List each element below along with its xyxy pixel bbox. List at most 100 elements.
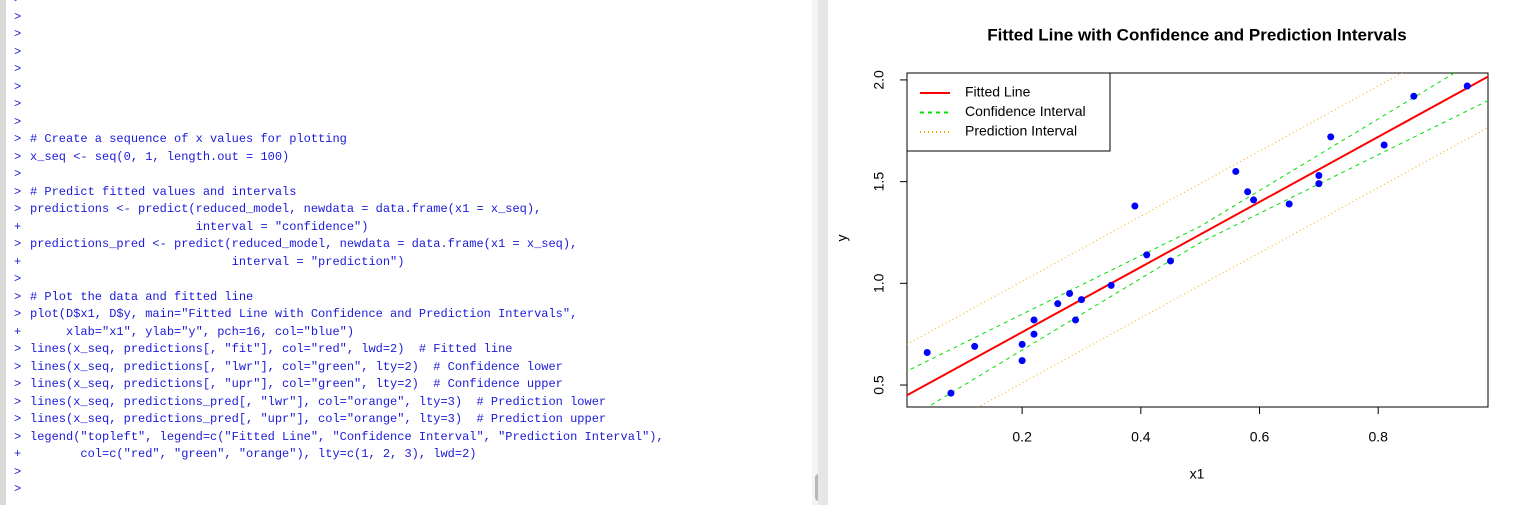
- data-point: [1327, 133, 1335, 141]
- scrollbar[interactable]: [812, 0, 818, 505]
- prompt: >: [14, 377, 22, 391]
- interval-line: [926, 100, 1488, 407]
- data-point: [1166, 257, 1174, 265]
- data-point: [923, 348, 931, 356]
- prompt: +: [14, 219, 22, 234]
- console-line: >: [14, 44, 30, 61]
- console-line: > predictions <- predict(reduced_model, n…: [14, 201, 541, 218]
- data-point: [1054, 300, 1062, 308]
- data-point: [1030, 316, 1038, 324]
- console-line: >: [14, 96, 30, 113]
- console-line: > # Predict fitted values and intervals: [14, 184, 296, 201]
- console-line: + interval = "confidence"): [14, 219, 368, 236]
- data-point: [1030, 330, 1038, 338]
- code: interval = "prediction"): [30, 254, 405, 269]
- prompt: >: [14, 9, 22, 24]
- interval-line: [907, 73, 1403, 346]
- data-point: [1250, 196, 1258, 204]
- console-line: >: [14, 166, 30, 183]
- y-tick-label: 1.0: [871, 273, 887, 293]
- console-line: >: [14, 61, 30, 78]
- console-line: >: [14, 0, 30, 8]
- data-point: [1315, 180, 1323, 188]
- console-line: >: [14, 464, 30, 481]
- code: col=c("red", "green", "orange"), lty=c(1…: [30, 447, 477, 461]
- plot-area: [907, 73, 1488, 407]
- code: # Create a sequence of x values for plot…: [30, 132, 347, 146]
- prompt: >: [14, 394, 22, 409]
- prompt: >: [14, 482, 22, 496]
- data-point: [1077, 296, 1085, 304]
- y-axis-label: y: [834, 235, 850, 242]
- prompt: +: [14, 447, 22, 461]
- data-point: [971, 342, 979, 350]
- data-point: [1232, 167, 1240, 175]
- console-line: > # Create a sequence of x values for plo…: [14, 131, 347, 148]
- prompt: >: [14, 132, 22, 146]
- console-line: > x_seq <- seq(0, 1, length.out = 100): [14, 149, 289, 166]
- prompt: >: [14, 202, 22, 216]
- prompt: >: [14, 272, 22, 286]
- code: xlab="x1", ylab="y", pch=16, col="blue"): [30, 324, 355, 339]
- y-tick-label: 0.5: [871, 375, 887, 395]
- console-line: >: [14, 9, 30, 26]
- code: lines(x_seq, predictions[, "fit"], col="…: [30, 342, 513, 356]
- data-point: [1315, 172, 1323, 180]
- prompt: >: [14, 307, 22, 321]
- data-point: [1018, 340, 1026, 348]
- code: plot(D$x1, D$y, main="Fitted Line with C…: [30, 307, 578, 321]
- code: # Predict fitted values and intervals: [30, 184, 297, 199]
- prompt: >: [14, 412, 22, 426]
- prompt: >: [14, 27, 22, 41]
- data-point: [1463, 82, 1471, 90]
- console-line: > predictions_pred <- predict(reduced_mod…: [14, 236, 577, 253]
- console-line: > lines(x_seq, predictions[, "fit"], col=…: [14, 341, 512, 358]
- plot-box: [906, 72, 1489, 408]
- console-line: >: [14, 481, 30, 498]
- code: legend("topleft", legend=c("Fitted Line"…: [30, 429, 664, 444]
- data-point: [1410, 92, 1418, 100]
- data-point: [1143, 251, 1151, 259]
- x-tick-label: 0.8: [1368, 429, 1388, 445]
- console-line: > lines(x_seq, predictions[, "lwr"], col=…: [14, 359, 563, 376]
- prompt: >: [14, 464, 22, 479]
- prompt: >: [14, 0, 30, 8]
- prompt: >: [14, 114, 22, 129]
- prompt: >: [14, 429, 22, 444]
- interval-line: [907, 75, 1488, 397]
- legend-label: Fitted Line: [965, 84, 1031, 100]
- console-line: + col=c("red", "green", "orange"), lty=c…: [14, 446, 476, 463]
- x-axis-label: x1: [1190, 466, 1205, 482]
- legend-box: [906, 72, 1111, 152]
- console-line: >: [14, 26, 30, 43]
- y-tick-label: 1.5: [871, 172, 887, 192]
- console: >>>>>>>>># Create a sequence of x values…: [0, 0, 818, 505]
- code: # Plot the data and fitted line: [30, 289, 254, 304]
- prompt: +: [14, 254, 22, 269]
- code: interval = "confidence"): [30, 219, 369, 234]
- scrollbar-thumb[interactable]: [815, 474, 818, 501]
- data-point: [1131, 202, 1139, 210]
- prompt: >: [14, 97, 22, 111]
- code: lines(x_seq, predictions_pred[, "upr"], …: [30, 412, 607, 426]
- console-line: > lines(x_seq, predictions_pred[, "lwr"],…: [14, 394, 606, 411]
- console-line: > lines(x_seq, predictions_pred[, "upr"],…: [14, 411, 606, 428]
- data-point: [1072, 316, 1080, 324]
- x-tick-label: 0.6: [1250, 429, 1270, 445]
- console-line: > plot(D$x1, D$y, main="Fitted Line with …: [14, 306, 577, 323]
- prompt: +: [14, 324, 22, 339]
- data-point: [1107, 281, 1115, 289]
- prompt: >: [14, 79, 22, 94]
- interval-line: [907, 73, 1456, 372]
- code: lines(x_seq, predictions[, "upr"], col="…: [30, 377, 563, 391]
- legend-label: Prediction Interval: [965, 123, 1077, 139]
- console-line: >: [14, 271, 30, 288]
- console-line: >: [14, 114, 30, 131]
- console-line: + xlab="x1", ylab="y", pch=16, col="blue…: [14, 324, 354, 341]
- data-point: [1285, 200, 1293, 208]
- interval-line: [977, 126, 1488, 407]
- data-point: [1018, 357, 1026, 365]
- prompt: >: [14, 342, 22, 356]
- plot: Fitted Line with Confidence and Predicti…: [828, 0, 1530, 505]
